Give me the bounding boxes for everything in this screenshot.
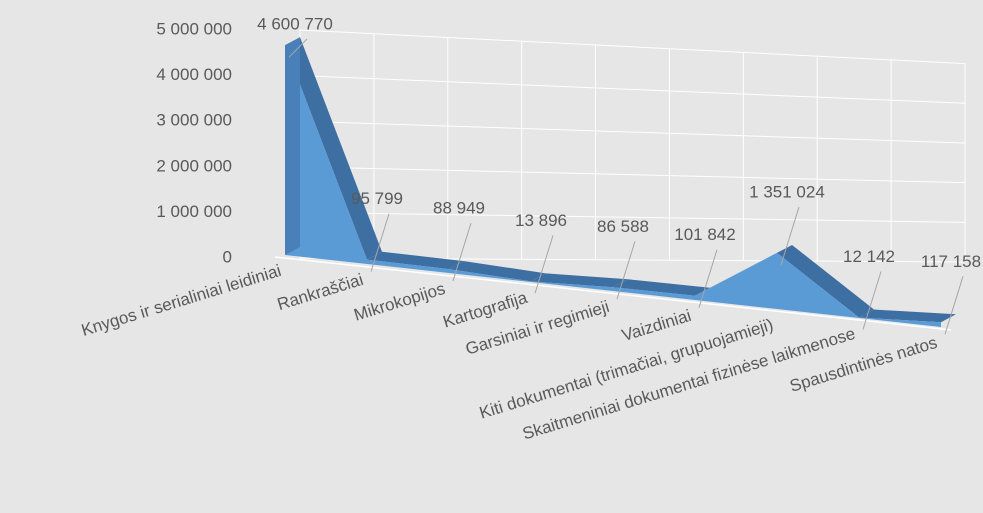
- data-label: 117 158: [921, 252, 981, 271]
- x-tick-label: Knygos ir serialiniai leidiniai: [79, 261, 283, 340]
- area-side: [285, 37, 300, 255]
- grid-line: [299, 166, 966, 184]
- x-tick-label: Vaizdiniai: [620, 306, 694, 345]
- data-label: 1 351 024: [749, 182, 825, 201]
- area-depth: [449, 261, 546, 282]
- leader-line: [780, 206, 800, 266]
- grid-line: [299, 75, 966, 104]
- leader-line: [862, 271, 882, 330]
- y-tick-label: 3 000 000: [156, 111, 232, 130]
- data-label: 95 799: [351, 189, 403, 208]
- leader-line: [616, 241, 636, 300]
- floor-edge: [274, 256, 952, 331]
- area-depth: [367, 251, 464, 270]
- y-tick-label: 1 000 000: [156, 202, 232, 221]
- data-label: 101 842: [674, 225, 735, 244]
- data-label: 12 142: [843, 247, 895, 266]
- data-label: 86 588: [597, 217, 649, 236]
- grid-line: [299, 211, 966, 223]
- area-depth: [285, 37, 382, 260]
- area: [285, 45, 941, 327]
- area-depth: [859, 309, 956, 323]
- y-tick-label: 0: [223, 247, 232, 266]
- data-label: 88 949: [433, 199, 485, 218]
- area-depth: [777, 244, 874, 318]
- leader-line: [288, 38, 308, 58]
- y-tick-label: 4 000 000: [156, 65, 232, 84]
- y-tick-label: 5 000 000: [156, 19, 232, 38]
- y-tick-label: 2 000 000: [156, 156, 232, 175]
- leader-line: [534, 235, 554, 294]
- x-tick-label: Mikrokopijos: [352, 279, 448, 325]
- grid-line: [299, 120, 966, 144]
- leader-line: [698, 249, 718, 308]
- leader-line: [452, 222, 472, 282]
- data-label: 4 600 770: [257, 14, 333, 33]
- area-depth: [531, 273, 628, 288]
- leader-line: [944, 276, 964, 335]
- area-depth: [613, 279, 710, 296]
- area-depth: [695, 244, 792, 296]
- leader-line: [370, 213, 390, 272]
- grid-line: [299, 29, 966, 65]
- data-label: 13 896: [515, 211, 567, 230]
